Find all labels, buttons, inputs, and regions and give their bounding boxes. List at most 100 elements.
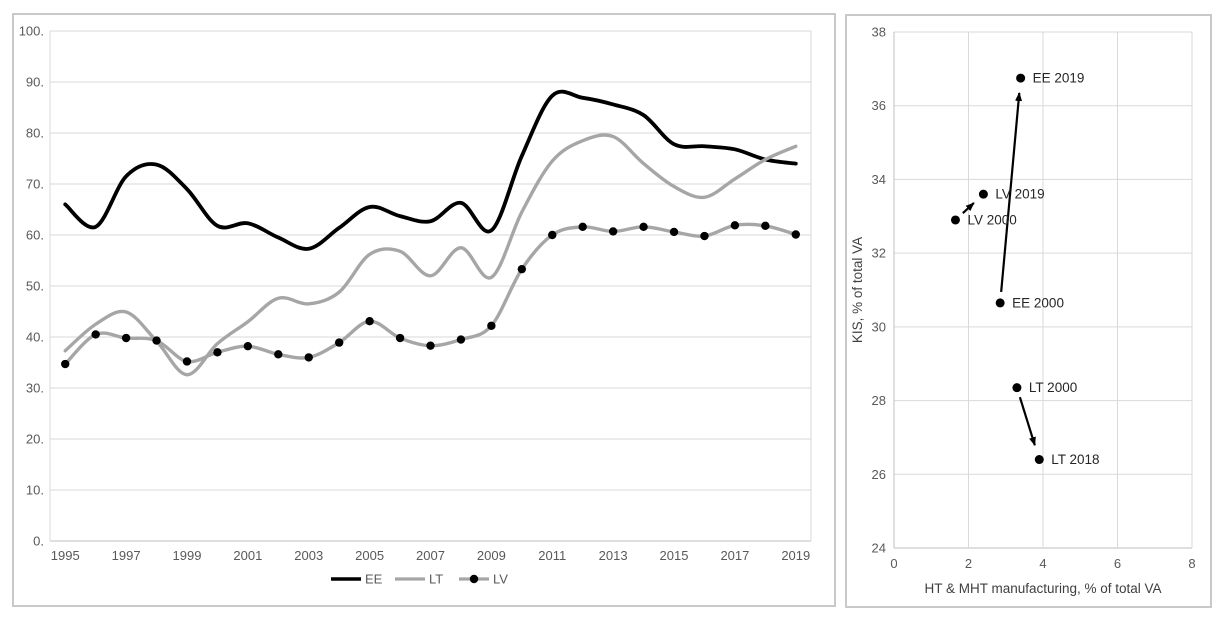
x-tick-label: 2003: [294, 548, 323, 563]
lv-marker: [578, 222, 587, 232]
legend-item-lt: LT: [395, 572, 443, 587]
x-tick-label: 2017: [720, 548, 749, 563]
line-chart-panel: 0. 10. 20. 30. 40. 50. 60. 70. 80. 90. 100. 1995 199…: [12, 13, 836, 607]
lv-marker: [791, 230, 800, 239]
y-axis-tick-labels: 24 26 28 30 32 34 36 38: [872, 25, 886, 556]
gridlines: [893, 31, 1193, 549]
y-tick-label: 20.: [26, 432, 44, 447]
legend-item-ee: EE: [331, 572, 383, 587]
x-tick-label: 2: [965, 556, 972, 571]
legend-label: EE: [365, 572, 383, 587]
series-line-lt: [63, 133, 798, 377]
x-tick-label: 2011: [538, 548, 566, 563]
y-axis-tick-labels: 0. 10. 20. 30. 40. 50. 60. 70. 80. 90. 100.: [19, 24, 44, 549]
point-label: LV 2000: [967, 212, 1016, 227]
legend-label: LV: [493, 572, 508, 587]
y-tick-label: 32: [872, 246, 886, 261]
lv-marker: [182, 357, 192, 366]
y-tick-label: 0.: [33, 534, 44, 549]
point-label: LV 2019: [995, 187, 1044, 202]
lv-marker: [761, 221, 770, 231]
lv-marker: [243, 341, 253, 351]
scatter-point-lv-2019: [978, 189, 988, 199]
line-chart: 0.10.20.30.40.50.60.70.80.90.100.1995 199…: [19, 24, 812, 587]
y-tick-label: 10.: [26, 483, 44, 498]
y-tick-label: 24: [872, 541, 886, 556]
scatter-point-lv-2000: [950, 215, 960, 225]
y-axis-title: KIS, % of total VA: [850, 237, 865, 343]
legend-swatch-marker: [469, 574, 479, 584]
trend-arrow: [962, 202, 975, 214]
series-markers-lv: [61, 221, 800, 369]
x-tick-label: 2009: [477, 548, 506, 563]
point-label: EE 2019: [1033, 71, 1085, 86]
y-tick-label: 38: [872, 25, 886, 40]
point-label: LT 2018: [1051, 452, 1099, 467]
lv-marker: [334, 338, 344, 347]
scatter-chart-panel: 24 26 28 30 32 34 36 38 0 2 4 6 8 HT & MHT manufactur…: [845, 14, 1212, 608]
y-tick-label: 40.: [26, 330, 44, 345]
lv-marker: [487, 321, 496, 330]
x-tick-label: 1995: [51, 548, 80, 563]
scatter-point-ee-2000: [995, 298, 1005, 308]
scatter-point-lt-2018: [1034, 455, 1044, 465]
x-tick-label: 8: [1188, 556, 1195, 571]
lv-marker: [608, 227, 618, 236]
scatter-point-lt-2000: [1012, 383, 1022, 393]
x-axis-tick-labels: 1995 1997 1999 2001 2003 2005 2007 2009 2011 2013…: [51, 548, 810, 563]
lv-marker: [456, 335, 466, 344]
x-tick-label: 2015: [660, 548, 689, 563]
lv-marker: [700, 231, 709, 241]
x-tick-label: 4: [1039, 556, 1046, 571]
x-tick-label: 0: [890, 556, 897, 571]
y-tick-label: 28: [872, 393, 886, 408]
lv-marker: [426, 341, 435, 350]
lv-marker: [517, 264, 527, 274]
y-tick-label: 30.: [26, 381, 44, 396]
lv-marker: [152, 336, 161, 345]
point-label: LT 2000: [1029, 380, 1077, 395]
y-tick-label: 26: [872, 467, 886, 482]
y-tick-label: 60.: [26, 228, 44, 243]
lv-marker: [121, 333, 131, 343]
x-axis-tick-labels: 0 2 4 6 8: [890, 556, 1195, 571]
y-tick-label: 90.: [26, 75, 44, 90]
x-axis-title: HT & MHT manufacturing, % of total VA: [924, 581, 1161, 596]
scatter-point-ee-2019: [1016, 73, 1026, 83]
x-tick-label: 2013: [599, 548, 628, 563]
lv-marker: [304, 353, 313, 362]
gridlines: [49, 30, 812, 542]
legend-label: LT: [429, 572, 443, 587]
point-label: EE 2000: [1012, 295, 1064, 310]
y-tick-label: 80.: [26, 126, 44, 141]
lv-marker: [61, 359, 70, 369]
legend-item-lv: LV: [459, 572, 508, 587]
x-tick-label: 6: [1114, 556, 1121, 571]
x-tick-label: 2001: [233, 548, 262, 563]
x-tick-label: 2019: [781, 548, 810, 563]
lv-marker: [639, 222, 648, 232]
scatter-points: EE 2019 LV 2019 LV 2000 EE 2000 LT 2000 LT 20…: [950, 71, 1100, 467]
x-tick-label: 1999: [173, 548, 202, 563]
trend-arrow: [1018, 396, 1036, 447]
legend: EE LT LV: [331, 572, 508, 587]
y-tick-label: 34: [872, 172, 886, 187]
lv-marker: [669, 227, 679, 237]
y-tick-label: 30: [872, 319, 886, 334]
x-tick-label: 1997: [112, 548, 141, 563]
lv-marker: [365, 316, 374, 326]
lv-marker: [548, 230, 557, 240]
lv-marker: [730, 221, 740, 230]
lv-marker: [274, 350, 283, 359]
lv-marker: [395, 333, 405, 343]
x-tick-label: 2005: [355, 548, 384, 563]
lv-marker: [91, 330, 100, 339]
y-tick-label: 50.: [26, 279, 44, 294]
lv-marker: [213, 348, 222, 357]
trend-arrows: [962, 92, 1036, 447]
x-tick-label: 2007: [416, 548, 445, 563]
y-tick-label: 70.: [26, 177, 44, 192]
y-tick-label: 100.: [19, 24, 44, 39]
